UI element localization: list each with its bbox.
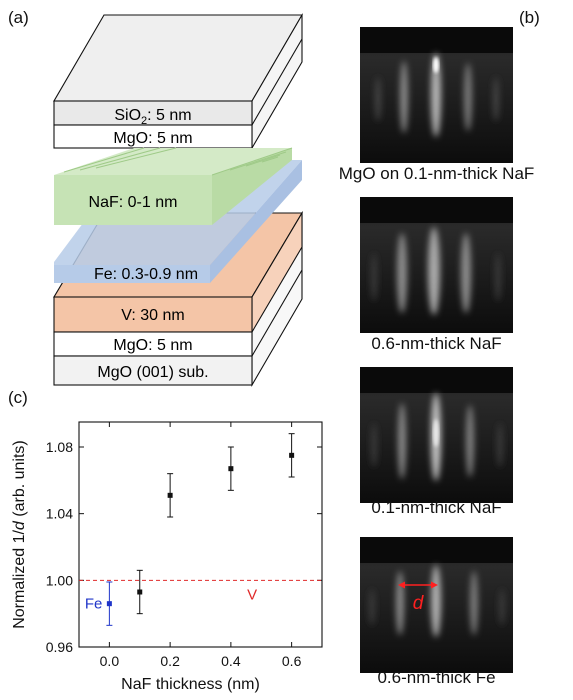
y-tick-label: 1.08: [46, 439, 73, 455]
sio2-layer: [53, 100, 253, 126]
data-point: [106, 601, 112, 607]
data-point: [228, 466, 234, 472]
fe-series-label: Fe: [85, 596, 103, 613]
sio2-label: SiO2: 5 nm: [114, 107, 191, 127]
v-reference-label: V: [247, 586, 257, 603]
substrate-layer: [53, 355, 253, 386]
rheed-caption-3: 0.1-nm-thick NaF: [371, 498, 502, 517]
data-point: [289, 452, 295, 458]
data-point: [167, 492, 173, 498]
x-tick-label: 0.2: [160, 653, 180, 669]
x-tick-label: 0.0: [100, 653, 120, 669]
x-tick-label: 0.4: [221, 653, 241, 669]
substrate-label: MgO (001) sub.: [97, 364, 208, 381]
plot-frame: [78, 421, 323, 648]
v-label: V: 30 nm: [121, 307, 184, 324]
rheed-image-1: [360, 27, 513, 163]
mgo-cap-label: MgO: 5 nm: [113, 130, 192, 147]
panel-label-c: (c): [8, 388, 28, 407]
v-layer: [53, 296, 253, 333]
naf-label: NaF: 0-1 nm: [89, 194, 178, 211]
mgo-buffer-layer: [53, 331, 253, 357]
rheed-caption-2: 0.6-nm-thick NaF: [371, 334, 502, 353]
lattice-chart: 0.0 0.2 0.4 0.6 0.96 1.00 1.04 1.08 NaF thicknes…: [11, 421, 323, 693]
panel-label-b: (b): [519, 8, 540, 27]
panel-label-a: (a): [8, 8, 29, 27]
y-tick-label: 0.96: [46, 639, 73, 655]
y-tick-label: 1.00: [46, 572, 73, 588]
rheed-caption-4: 0.6-nm-thick Fe: [377, 668, 496, 687]
mgo-buffer-label: MgO: 5 nm: [113, 337, 192, 354]
d-spacing-label: d: [413, 593, 425, 614]
rheed-image-2: [360, 197, 513, 333]
rheed-image-4: d: [360, 537, 513, 673]
data-point: [137, 589, 143, 595]
rheed-caption-1: MgO on 0.1-nm-thick NaF: [338, 164, 535, 183]
layer-stack-diagram: SiO2: 5 nm MgO: 5 nm NaF: 0-1 nm Fe: 0.3…: [53, 12, 303, 388]
naf-wedge-layer: [54, 175, 212, 225]
x-tick-label: 0.6: [282, 653, 302, 669]
fe-label: Fe: 0.3-0.9 nm: [94, 266, 198, 283]
rheed-image-3: [360, 367, 513, 503]
y-axis-label: Normalized 1/d (arb. units): [11, 440, 28, 629]
x-axis-label: NaF thickness (nm): [121, 676, 260, 693]
d-spacing-arrow: [398, 581, 438, 589]
y-tick-label: 1.04: [46, 506, 73, 522]
